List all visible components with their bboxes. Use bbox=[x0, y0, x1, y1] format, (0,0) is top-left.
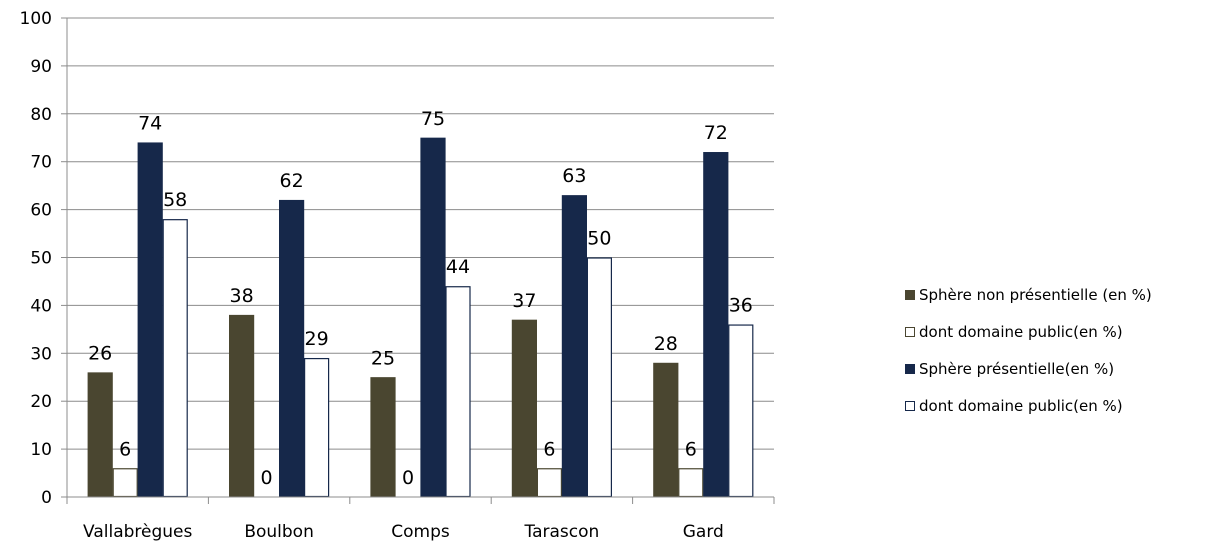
bar bbox=[728, 324, 754, 498]
y-tick-label: 70 bbox=[30, 153, 52, 173]
y-tick-label: 90 bbox=[30, 57, 52, 77]
data-label: 29 bbox=[305, 328, 329, 350]
y-tick-label: 20 bbox=[30, 392, 52, 412]
legend-swatch bbox=[905, 364, 915, 374]
data-label: 38 bbox=[230, 285, 254, 307]
bar bbox=[370, 377, 396, 498]
data-labels: 26 6 74 58 38 0 62 29 25 0 75 44 37 6 63 50 28 6 72 36 bbox=[88, 108, 753, 489]
data-label: 58 bbox=[163, 189, 187, 211]
y-tick-label: 50 bbox=[30, 249, 52, 269]
bar bbox=[304, 357, 330, 498]
bar bbox=[229, 314, 255, 498]
legend-item: dont domaine public(en %) bbox=[905, 393, 1152, 419]
data-label: 36 bbox=[729, 295, 753, 317]
legend-label: Sphère non présentielle (en %) bbox=[919, 286, 1152, 304]
bar bbox=[511, 319, 538, 498]
bar bbox=[561, 195, 588, 498]
x-tick-label: Vallabrègues bbox=[83, 522, 192, 542]
x-tick-label: Gard bbox=[683, 522, 724, 542]
bar bbox=[703, 152, 729, 498]
bar bbox=[653, 362, 679, 498]
x-tick-label: Tarascon bbox=[524, 522, 600, 542]
y-tick-label: 40 bbox=[30, 296, 52, 316]
data-label: 75 bbox=[421, 108, 445, 130]
data-label: 0 bbox=[402, 467, 414, 489]
data-label: 6 bbox=[543, 438, 555, 460]
data-label: 37 bbox=[512, 290, 536, 312]
bar bbox=[87, 372, 113, 498]
bar bbox=[162, 219, 188, 498]
data-label: 72 bbox=[704, 122, 728, 144]
data-label: 74 bbox=[138, 113, 162, 135]
bars bbox=[87, 137, 754, 498]
bar bbox=[112, 468, 138, 498]
y-tick-label: 10 bbox=[30, 440, 52, 460]
legend-swatch bbox=[905, 290, 915, 300]
data-label: 6 bbox=[119, 438, 131, 460]
bar bbox=[420, 137, 446, 498]
y-tick-label: 30 bbox=[30, 344, 52, 364]
bar bbox=[137, 142, 163, 498]
y-tick-label: 60 bbox=[30, 201, 52, 221]
data-label: 44 bbox=[446, 256, 470, 278]
legend-item: dont domaine public(en %) bbox=[905, 319, 1152, 345]
bar bbox=[586, 257, 613, 498]
data-label: 26 bbox=[88, 342, 112, 364]
data-label: 62 bbox=[280, 170, 304, 192]
bar bbox=[445, 286, 471, 498]
bar bbox=[678, 468, 704, 498]
y-axis: 0 10 20 30 40 50 60 70 80 90 100 bbox=[20, 9, 68, 508]
legend-swatch bbox=[905, 401, 915, 411]
y-tick-label: 0 bbox=[41, 488, 52, 508]
legend-item: Sphère présentielle(en %) bbox=[905, 356, 1152, 382]
legend-item: Sphère non présentielle (en %) bbox=[905, 282, 1152, 308]
bar bbox=[279, 199, 305, 498]
data-label: 0 bbox=[261, 467, 273, 489]
data-label: 6 bbox=[685, 438, 697, 460]
y-tick-label: 80 bbox=[30, 105, 52, 125]
data-label: 50 bbox=[587, 228, 611, 250]
legend-label: dont domaine public(en %) bbox=[919, 323, 1123, 341]
data-label: 63 bbox=[562, 165, 586, 187]
x-axis: Vallabrègues Boulbon Comps Tarascon Gard bbox=[66, 496, 775, 542]
legend: Sphère non présentielle (en %) dont doma… bbox=[905, 282, 1152, 430]
legend-swatch bbox=[905, 327, 915, 337]
x-tick-label: Boulbon bbox=[244, 522, 314, 542]
data-label: 28 bbox=[654, 333, 678, 355]
y-tick-label: 100 bbox=[20, 9, 52, 29]
x-tick-label: Comps bbox=[391, 522, 450, 542]
bar bbox=[536, 468, 563, 498]
legend-label: dont domaine public(en %) bbox=[919, 397, 1123, 415]
legend-label: Sphère présentielle(en %) bbox=[919, 360, 1115, 378]
data-label: 25 bbox=[371, 347, 395, 369]
